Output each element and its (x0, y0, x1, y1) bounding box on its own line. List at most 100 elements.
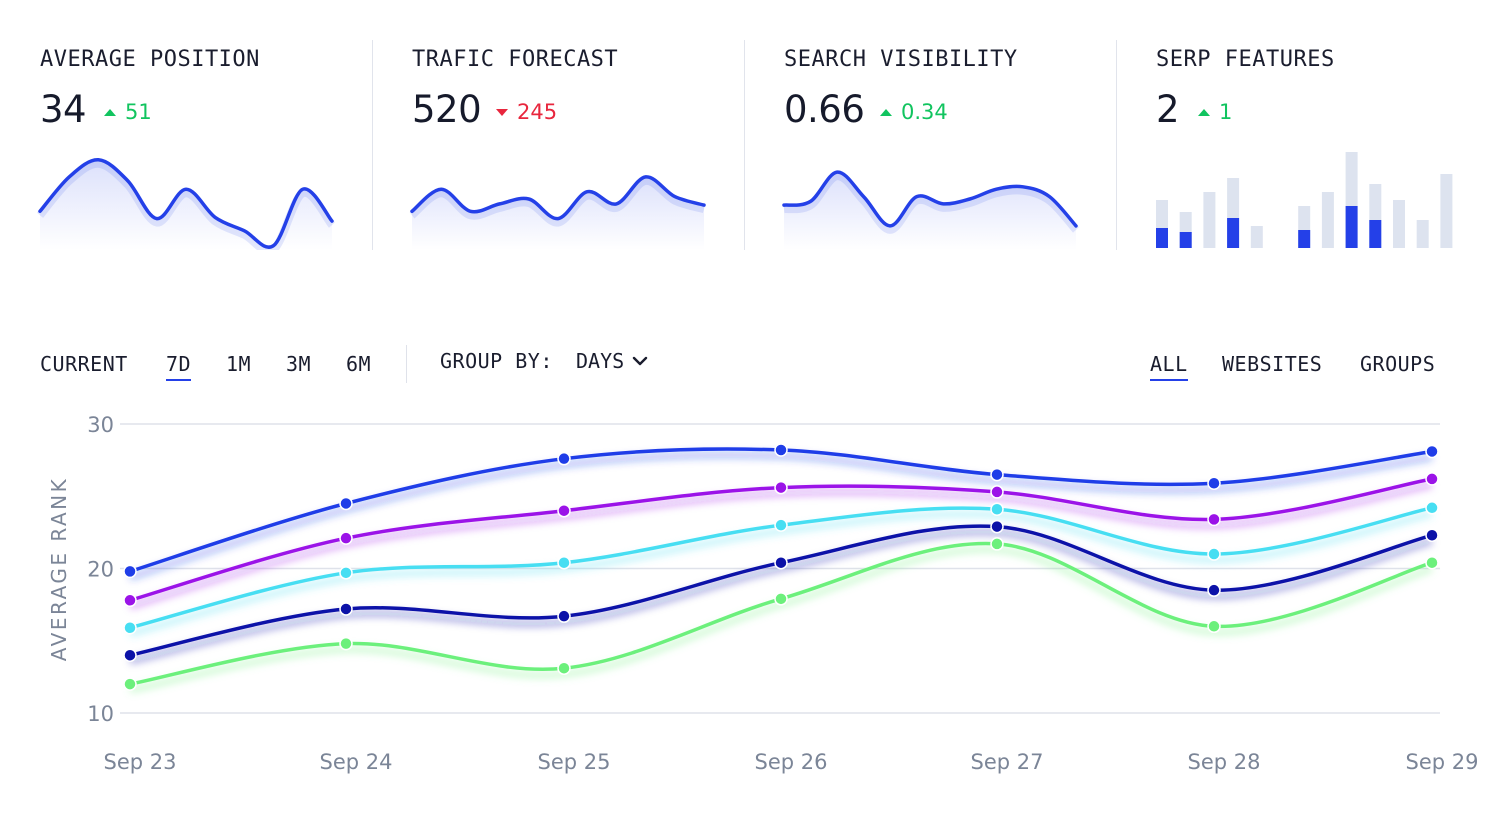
data-point[interactable] (774, 592, 788, 606)
data-point[interactable] (1425, 501, 1439, 515)
chevron-down-icon (632, 356, 648, 366)
group-by-dropdown[interactable]: DAYS (576, 349, 648, 373)
data-point[interactable] (123, 677, 137, 691)
metric-title: TRAFIC FORECAST (412, 47, 619, 72)
data-point[interactable] (1425, 472, 1439, 486)
data-point[interactable] (774, 518, 788, 532)
delta-arrow-icon (1198, 108, 1210, 116)
range-tab-3m[interactable]: 3M (286, 352, 312, 376)
bar-total (1393, 200, 1405, 248)
data-point[interactable] (1207, 583, 1221, 597)
sparkline-chart (409, 175, 706, 250)
x-tick-label: Sep 29 (1406, 750, 1479, 774)
sparkline-line (38, 158, 334, 249)
data-point[interactable] (123, 593, 137, 608)
bar-highlight (1227, 218, 1240, 248)
delta-arrow-icon (104, 108, 116, 116)
data-point[interactable] (1207, 619, 1221, 634)
bar-total (1416, 220, 1429, 248)
view-tab-groups[interactable]: GROUPS (1360, 352, 1436, 376)
view-tab-websites[interactable]: WEBSITES (1222, 352, 1323, 376)
sparkline-area (412, 176, 704, 250)
range-tab-6m[interactable]: 6M (346, 352, 372, 376)
data-point[interactable] (1207, 547, 1221, 561)
bar-total (1250, 226, 1263, 248)
data-point[interactable] (1425, 555, 1439, 570)
data-point[interactable] (123, 620, 137, 635)
metric-delta-value: 245 (517, 100, 558, 124)
data-point[interactable] (990, 502, 1004, 517)
controls-divider (406, 345, 407, 383)
y-tick-label: 20 (87, 558, 114, 582)
sparkline-glow (409, 176, 706, 227)
data-point[interactable] (774, 555, 788, 570)
metric-delta: 0.34 (880, 100, 948, 124)
delta-arrow-icon (880, 108, 892, 116)
metric-title: AVERAGE POSITION (40, 47, 260, 72)
data-point[interactable] (557, 451, 571, 466)
data-point[interactable] (123, 564, 137, 579)
metric-delta-value: 0.34 (901, 100, 948, 124)
data-point[interactable] (339, 531, 353, 545)
range-tab-1m[interactable]: 1M (226, 352, 252, 376)
metric-average-position: AVERAGE POSITION 34 51 (0, 40, 372, 250)
data-point[interactable] (990, 537, 1004, 551)
y-tick-label: 30 (87, 413, 114, 437)
metric-traffic-forecast: TRAFIC FORECAST 520 245 (372, 40, 744, 250)
data-point[interactable] (339, 496, 353, 511)
current-label: CURRENT (40, 352, 128, 376)
delta-arrow-icon (496, 108, 508, 116)
metric-value: 0.66 (784, 88, 865, 131)
metrics-panel: AVERAGE POSITION 34 51 TRAFIC FORECAST 5… (0, 0, 1488, 260)
data-point[interactable] (990, 519, 1004, 534)
data-point[interactable] (557, 609, 571, 623)
data-point[interactable] (339, 566, 353, 580)
data-point[interactable] (1425, 444, 1439, 459)
metric-delta-value: 1 (1219, 100, 1233, 124)
sparkline-chart (36, 158, 336, 250)
metric-delta: 245 (496, 100, 557, 124)
data-point[interactable] (557, 503, 571, 518)
group-by-value: DAYS (576, 349, 625, 373)
bar-highlight (1298, 230, 1311, 248)
metric-serp-features: SERP FEATURES 2 1 (1116, 40, 1488, 250)
chart-controls: CURRENT 7D 1M 3M 6M GROUP BY: DAYS ALL W… (0, 345, 1488, 385)
bar-highlight (1369, 220, 1382, 248)
metric-search-visibility: SEARCH VISIBILITY 0.66 0.34 (744, 40, 1116, 250)
bar-sparkline-chart (1156, 152, 1453, 248)
bar-total (1321, 192, 1334, 248)
data-point[interactable] (123, 648, 137, 662)
metric-title: SEARCH VISIBILITY (784, 47, 1018, 72)
data-point[interactable] (557, 661, 571, 675)
data-point[interactable] (557, 555, 571, 570)
data-point[interactable] (774, 480, 788, 495)
bar-total (1203, 192, 1216, 248)
sparkline-area (40, 159, 332, 250)
data-point[interactable] (1207, 476, 1221, 490)
range-tab-7d[interactable]: 7D (166, 352, 192, 381)
sparkline-chart (782, 170, 1080, 250)
metric-value: 34 (40, 88, 87, 131)
data-point[interactable] (1425, 528, 1439, 543)
x-tick-label: Sep 25 (538, 750, 611, 774)
bar-highlight (1179, 232, 1192, 248)
data-point[interactable] (990, 467, 1004, 482)
metric-delta: 51 (104, 100, 152, 124)
group-by-label: GROUP BY: (440, 349, 553, 373)
data-point[interactable] (339, 636, 353, 651)
data-point[interactable] (774, 443, 788, 457)
data-point[interactable] (990, 485, 1004, 499)
bar-highlight (1345, 206, 1358, 248)
metric-title: SERP FEATURES (1156, 47, 1335, 72)
view-tab-all[interactable]: ALL (1150, 352, 1188, 381)
data-point[interactable] (1207, 512, 1221, 527)
metric-delta-value: 51 (125, 100, 152, 124)
x-tick-label: Sep 24 (320, 750, 393, 774)
series-line (129, 524, 1433, 657)
metric-value: 2 (1156, 88, 1180, 131)
metric-delta: 1 (1198, 100, 1232, 124)
x-tick-label: Sep 27 (971, 750, 1044, 774)
sparkline-glow (783, 172, 1080, 234)
y-tick-label: 10 (87, 702, 114, 726)
data-point[interactable] (339, 602, 353, 616)
